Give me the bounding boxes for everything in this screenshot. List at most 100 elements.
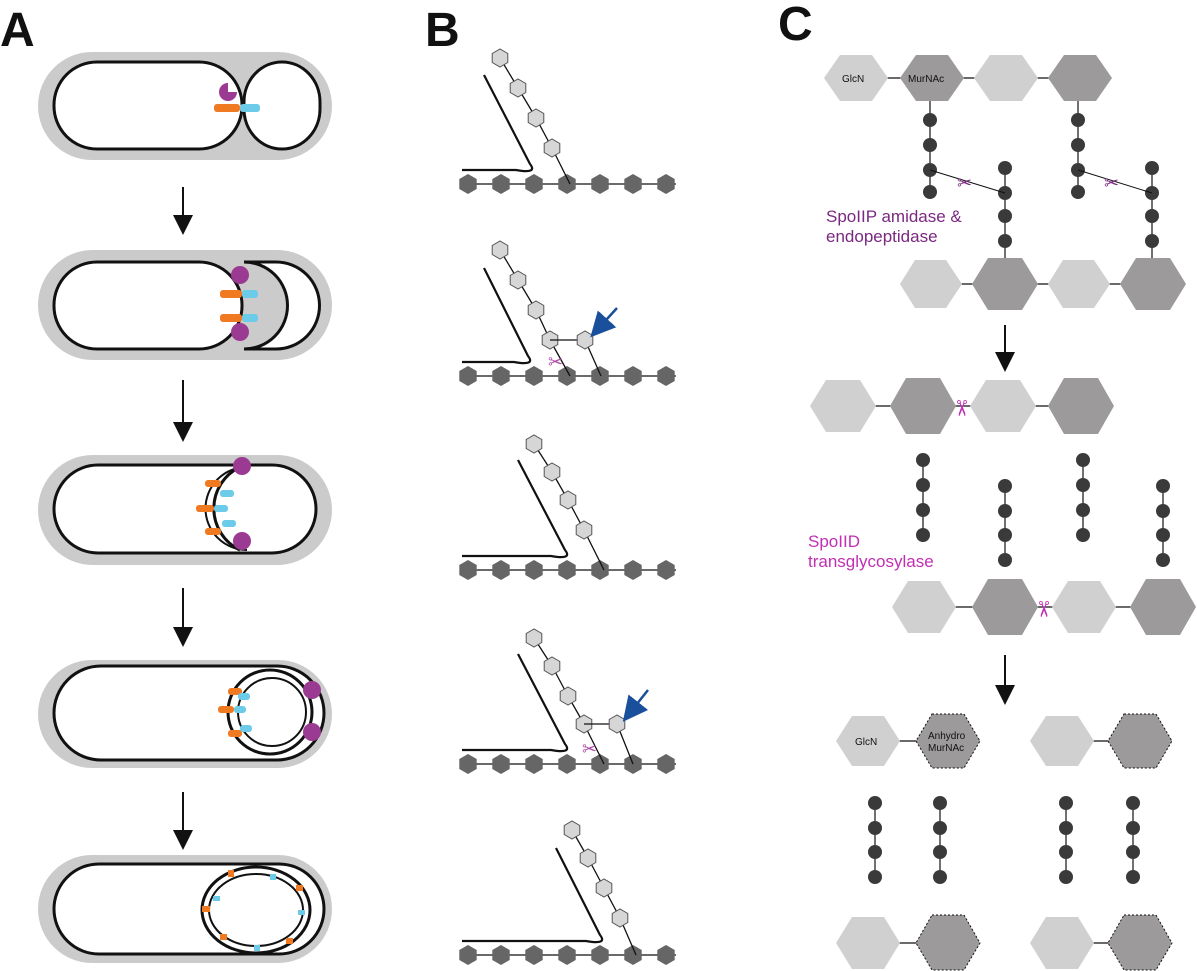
anhydro-murnac-hexagon xyxy=(915,914,981,971)
cell-stage-1 xyxy=(38,52,332,160)
backbone-hexagon xyxy=(558,174,576,194)
peptide-chain xyxy=(1156,479,1170,567)
blue-arrow-icon xyxy=(590,307,618,338)
anhydro-label-line1: Anhydro xyxy=(928,731,966,742)
murnac-hexagon xyxy=(972,579,1038,635)
backbone-hexagon xyxy=(657,366,675,386)
murnac-hexagon xyxy=(1120,258,1186,310)
backbone-hexagon xyxy=(591,945,609,965)
anhydro-murnac-hexagon xyxy=(915,713,981,769)
scissors-icon: ✂ xyxy=(582,739,597,760)
peptide-chain xyxy=(933,796,947,884)
backbone-hexagon xyxy=(525,174,543,194)
backbone-hexagon xyxy=(525,560,543,580)
backbone-hexagon xyxy=(624,366,642,386)
peptide-chain xyxy=(923,101,937,199)
new-glycan-hexagon xyxy=(595,878,613,898)
glcn-hexagon xyxy=(900,260,962,308)
backbone-hexagon xyxy=(492,560,510,580)
backbone-hexagon xyxy=(558,945,576,965)
glcn-hexagon xyxy=(974,55,1038,101)
spoiip-label-line2: endopeptidase xyxy=(826,227,938,246)
new-glycan-hexagon xyxy=(509,78,527,98)
anhydro-murnac-hexagon xyxy=(1107,713,1173,769)
glcn-hexagon xyxy=(970,380,1036,432)
membrane-line xyxy=(462,653,569,753)
glcn-hexagon xyxy=(836,917,900,969)
spoiip-label-line1: SpoIIP amidase & xyxy=(826,207,962,226)
glcn-hexagon xyxy=(824,55,888,101)
new-glycan-hexagon xyxy=(491,240,509,260)
panel-b-letter: B xyxy=(425,4,460,57)
backbone-hexagon xyxy=(558,560,576,580)
new-glycan-hexagon xyxy=(525,434,543,454)
murnac-hexagon xyxy=(890,378,956,434)
backbone-hexagon xyxy=(459,560,477,580)
glcn-label: GlcN xyxy=(842,74,864,85)
cell-stage-2 xyxy=(38,250,332,360)
glcn-hexagon xyxy=(1030,716,1094,766)
backbone-hexagon xyxy=(459,945,477,965)
new-glycan-hexagon xyxy=(543,462,561,482)
peptide-chain xyxy=(1059,796,1073,884)
murnac-hexagon xyxy=(972,258,1038,310)
backbone-hexagon xyxy=(624,560,642,580)
new-glycan-hexagon xyxy=(491,48,509,68)
scissors-icon: ✂ xyxy=(948,399,973,417)
backbone-hexagon xyxy=(558,366,576,386)
backbone-hexagon xyxy=(492,754,510,774)
panel-a-letter: A xyxy=(0,4,35,57)
murnac-label: MurNAc xyxy=(908,74,944,85)
new-glycan-hexagon xyxy=(575,520,593,540)
backbone-hexagon xyxy=(591,560,609,580)
backbone-hexagon xyxy=(459,174,477,194)
scissors-icon: ✂ xyxy=(548,352,563,373)
glcn-hexagon xyxy=(1030,917,1094,969)
membrane-line xyxy=(462,267,532,365)
new-glycan-hexagon xyxy=(576,330,594,350)
new-glycan-hexagon xyxy=(563,820,581,840)
backbone-hexagon xyxy=(525,945,543,965)
peptide-chain xyxy=(1126,796,1140,884)
enzyme-icon xyxy=(219,83,237,101)
new-glycan-hexagon xyxy=(543,656,561,676)
glcn-label-2: GlcN xyxy=(855,737,877,748)
glcn-hexagon xyxy=(836,716,900,766)
panel-a xyxy=(38,52,332,963)
scissors-icon: ✂ xyxy=(1104,173,1119,194)
spoiid-label-line1: SpoIID xyxy=(808,532,860,551)
blue-arrow-icon xyxy=(622,689,649,722)
panel-c-letter: C xyxy=(778,0,813,51)
anhydro-label-line2: MurNAc xyxy=(928,743,964,754)
cell-stage-5 xyxy=(38,855,332,963)
backbone-hexagon xyxy=(525,754,543,774)
new-glycan-hexagon xyxy=(509,270,527,290)
peptide-chain xyxy=(1071,101,1085,199)
new-glycan-hexagon xyxy=(525,628,543,648)
backbone-hexagon xyxy=(525,366,543,386)
new-glycan-hexagon xyxy=(527,108,545,128)
backbone-hexagon xyxy=(492,174,510,194)
glcn-hexagon xyxy=(892,581,956,633)
peptide-chain xyxy=(998,161,1012,262)
glcn-hexagon xyxy=(1052,581,1116,633)
anhydro-murnac-hexagon xyxy=(1107,914,1173,971)
new-glycan-hexagon xyxy=(579,848,597,868)
backbone-hexagon xyxy=(591,174,609,194)
backbone-hexagon xyxy=(459,366,477,386)
panel-b: ✂✂ xyxy=(459,48,676,965)
peptide-chain xyxy=(916,453,930,542)
backbone-hexagon xyxy=(657,560,675,580)
murnac-hexagon xyxy=(900,55,964,101)
peptide-chain xyxy=(868,796,882,884)
new-glycan-hexagon xyxy=(608,714,626,734)
membrane-line xyxy=(462,459,569,559)
peptide-chain xyxy=(998,479,1012,567)
peptide-chain xyxy=(1076,453,1090,542)
backbone-hexagon xyxy=(657,754,675,774)
new-glycan-hexagon xyxy=(527,300,545,320)
new-glycan-hexagon xyxy=(559,490,577,510)
backbone-hexagon xyxy=(591,754,609,774)
membrane-line xyxy=(462,847,604,944)
